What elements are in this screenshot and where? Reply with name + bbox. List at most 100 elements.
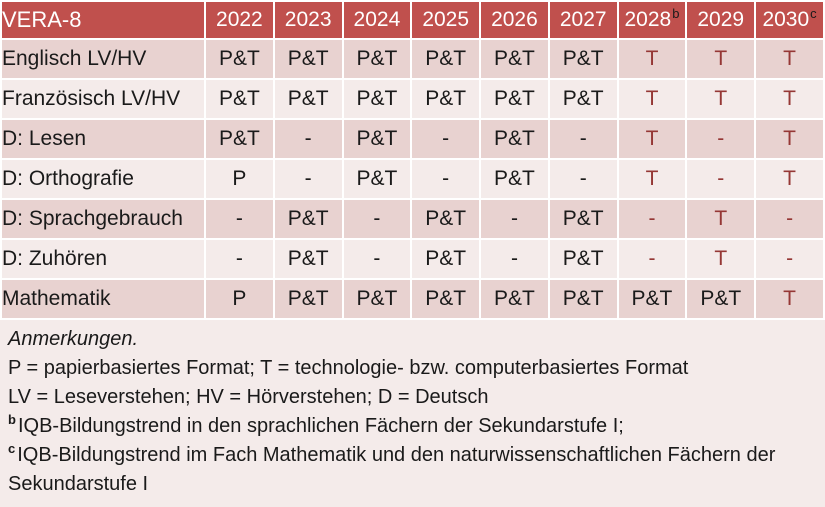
subject-label: Französisch LV/HV xyxy=(2,80,204,118)
year-header: 2024 xyxy=(343,2,411,38)
format-cell: T xyxy=(756,160,823,198)
table-row: D: Lesen P&T - P&T - P&T - T - T xyxy=(2,120,823,158)
year-header: 2026 xyxy=(481,2,548,38)
format-cell: P&T xyxy=(481,280,548,318)
note-line: P = papierbasiertes Format; T = technolo… xyxy=(8,357,689,379)
format-cell: - xyxy=(343,200,411,238)
note-line: LV = Leseverstehen; HV = Hörverstehen; D… xyxy=(8,386,489,408)
format-cell: P&T xyxy=(549,280,617,318)
format-cell: - xyxy=(549,120,617,158)
subject-label: D: Sprachgebrauch xyxy=(2,200,204,238)
vera8-schedule-table: VERA-8 2022 2023 2024 2025 2026 2027 2028b 2029… xyxy=(0,0,825,320)
format-cell: - xyxy=(206,200,273,238)
table-title: VERA-8 xyxy=(2,2,204,38)
format-cell: P&T xyxy=(481,160,548,198)
format-cell: - xyxy=(343,240,411,278)
note-line: Anmerkungen. xyxy=(8,328,139,350)
year-label: 2026 xyxy=(491,8,538,31)
subject-label: D: Lesen xyxy=(2,120,204,158)
footnote-marker: c xyxy=(810,6,817,21)
format-cell: T xyxy=(756,40,823,78)
format-cell: T xyxy=(618,160,686,198)
table-row: Mathematik P P&T P&T P&T P&T P&T P&T P&T T xyxy=(2,280,823,318)
format-cell: T xyxy=(618,40,686,78)
format-cell: - xyxy=(756,240,823,278)
format-cell: P&T xyxy=(687,280,755,318)
format-cell: P&T xyxy=(274,280,342,318)
format-cell: P&T xyxy=(481,40,548,78)
format-cell: P&T xyxy=(274,40,342,78)
format-cell: T xyxy=(687,80,755,118)
format-cell: P xyxy=(206,280,273,318)
format-cell: - xyxy=(274,120,342,158)
format-cell: P&T xyxy=(343,280,411,318)
year-header: 2023 xyxy=(274,2,342,38)
format-cell: P&T xyxy=(412,280,480,318)
format-cell: P&T xyxy=(481,120,548,158)
format-cell: - xyxy=(618,200,686,238)
format-cell: P&T xyxy=(549,40,617,78)
table-notes: Anmerkungen. P = papierbasiertes Format; … xyxy=(0,320,825,507)
year-header: 2029 xyxy=(687,2,755,38)
format-cell: - xyxy=(412,160,480,198)
footnote-marker: c xyxy=(8,441,16,457)
table-row: D: Sprachgebrauch - P&T - P&T - P&T - T - xyxy=(2,200,823,238)
format-cell: P&T xyxy=(481,80,548,118)
format-cell: - xyxy=(756,200,823,238)
year-header: 2028b xyxy=(618,2,686,38)
table-row: Englisch LV/HV P&T P&T P&T P&T P&T P&T T T T xyxy=(2,40,823,78)
format-cell: - xyxy=(274,160,342,198)
year-label: 2027 xyxy=(559,8,607,31)
format-cell: - xyxy=(481,200,548,238)
format-cell: - xyxy=(481,240,548,278)
year-label: 2024 xyxy=(353,8,401,31)
year-header: 2025 xyxy=(412,2,480,38)
table-row: D: Orthografie P - P&T - P&T - T - T xyxy=(2,160,823,198)
format-cell: T xyxy=(687,240,755,278)
format-cell: P&T xyxy=(206,40,273,78)
format-cell: P&T xyxy=(549,80,617,118)
subject-label: D: Zuhören xyxy=(2,240,204,278)
format-cell: - xyxy=(206,240,273,278)
format-cell: P&T xyxy=(412,80,480,118)
footnote-marker: b xyxy=(8,412,16,428)
format-cell: - xyxy=(412,120,480,158)
subject-label: Englisch LV/HV xyxy=(2,40,204,78)
format-cell: P&T xyxy=(274,200,342,238)
header-row: VERA-8 2022 2023 2024 2025 2026 2027 2028b 2029… xyxy=(2,2,823,38)
note-line: b IQB-Bildungstrend in den sprachlichen F… xyxy=(8,412,624,437)
format-cell: T xyxy=(618,80,686,118)
year-header: 2022 xyxy=(206,2,273,38)
format-cell: P&T xyxy=(274,240,342,278)
year-label: 2028 xyxy=(624,8,672,31)
format-cell: P&T xyxy=(206,120,273,158)
table-row: D: Zuhören - P&T - P&T - P&T - T - xyxy=(2,240,823,278)
year-label: 2022 xyxy=(216,8,263,31)
format-cell: T xyxy=(756,120,823,158)
year-label: 2029 xyxy=(697,8,745,31)
format-cell: P&T xyxy=(343,160,411,198)
format-cell: P&T xyxy=(343,120,411,158)
year-label: 2023 xyxy=(284,8,332,31)
format-cell: T xyxy=(687,200,755,238)
format-cell: P&T xyxy=(412,240,480,278)
format-cell: P&T xyxy=(412,40,480,78)
format-cell: T xyxy=(687,40,755,78)
format-cell: T xyxy=(756,280,823,318)
format-cell: P&T xyxy=(274,80,342,118)
format-cell: P&T xyxy=(343,40,411,78)
subject-label: D: Orthografie xyxy=(2,160,204,198)
format-cell: - xyxy=(549,160,617,198)
format-cell: P&T xyxy=(549,200,617,238)
format-cell: T xyxy=(756,80,823,118)
year-header: 2030c xyxy=(756,2,823,38)
format-cell: T xyxy=(618,120,686,158)
format-cell: - xyxy=(687,120,755,158)
format-cell: P&T xyxy=(206,80,273,118)
year-header: 2027 xyxy=(549,2,617,38)
year-label: 2025 xyxy=(422,8,470,31)
format-cell: - xyxy=(687,160,755,198)
subject-label: Mathematik xyxy=(2,280,204,318)
note-line: c IQB-Bildungstrend im Fach Mathematik un… xyxy=(8,441,776,495)
